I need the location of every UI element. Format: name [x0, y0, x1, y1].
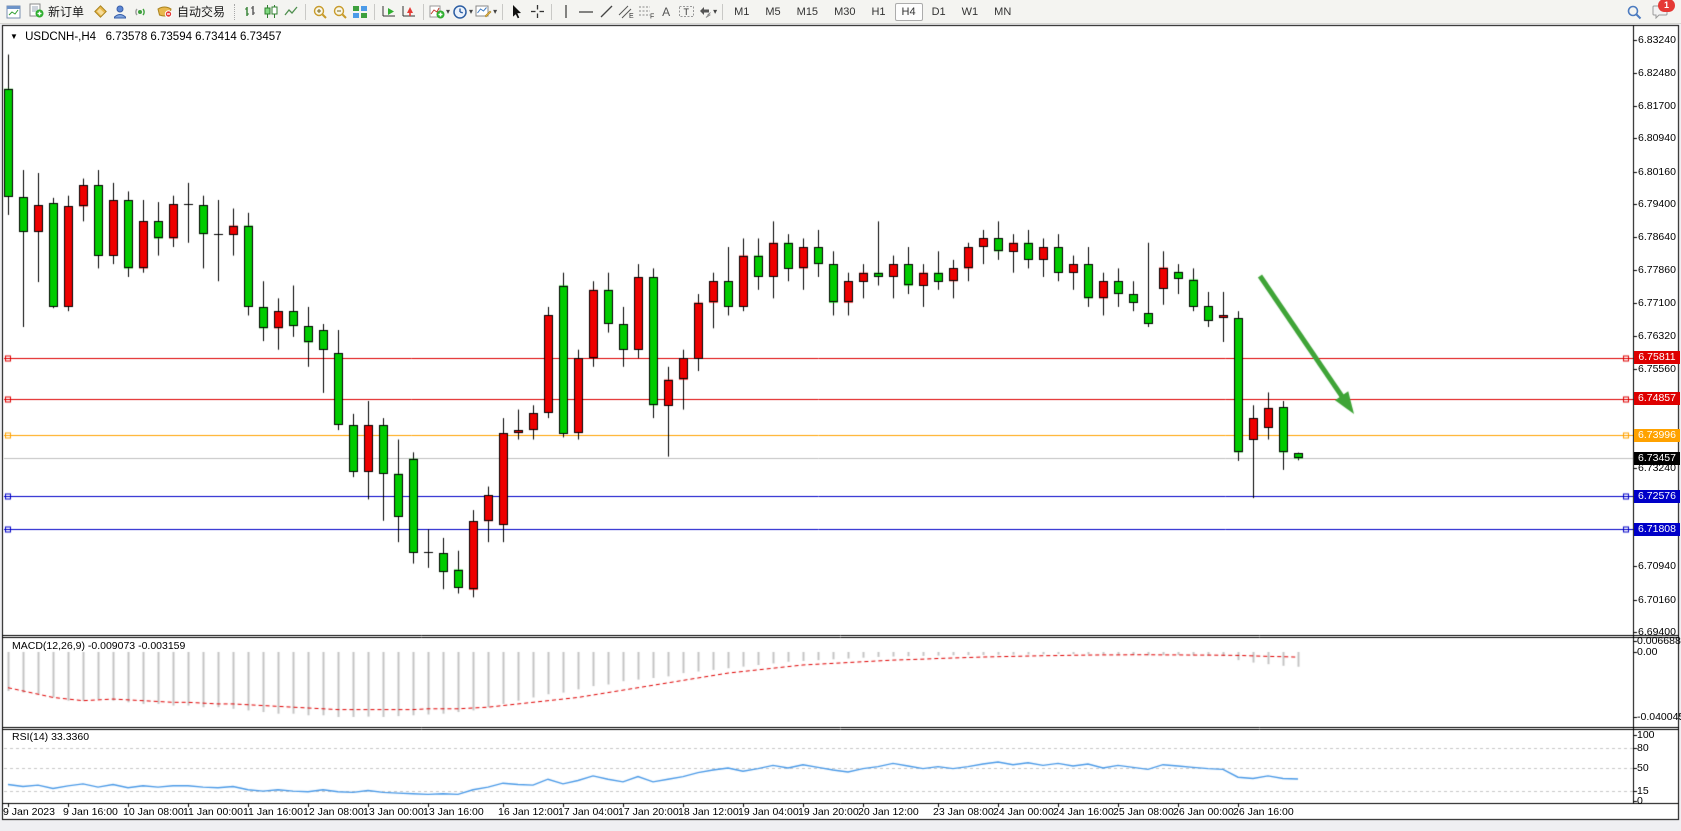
periods-button[interactable]: ▾: [451, 2, 474, 22]
arrows-tool-button[interactable]: ▾: [696, 2, 718, 22]
indicators-button[interactable]: ▾: [428, 2, 451, 22]
fibonacci-glyph: F: [650, 14, 654, 20]
bar-chart-button[interactable]: [241, 2, 261, 22]
timeframe-button-m15[interactable]: M15: [796, 5, 819, 18]
templates-button[interactable]: ▾: [474, 2, 498, 22]
autotrade-label: 自动交易: [177, 5, 226, 19]
channel-glyph: E: [629, 13, 634, 19]
arrows-caret-icon: ▾: [713, 7, 718, 16]
candlestick-chart-button[interactable]: [261, 2, 281, 22]
indicators-caret-icon: ▾: [446, 7, 451, 16]
new-order-icon: [29, 3, 44, 21]
gold-diamond-icon[interactable]: [90, 2, 110, 22]
community-user-icon[interactable]: [110, 2, 130, 22]
autotrade-button[interactable]: 自动交易: [150, 2, 231, 22]
trendline-tool-button[interactable]: [596, 2, 616, 22]
timeframe-button-h1[interactable]: H1: [871, 5, 886, 18]
timeframe-button-h4[interactable]: H4: [894, 2, 923, 21]
label-glyph: T: [683, 7, 689, 17]
timeframe-group: M1 M5 M15 M30 H1 H4 D1 W1 MN: [727, 2, 1018, 21]
new-order-button[interactable]: 新订单: [23, 2, 90, 22]
timeframe-button-d1[interactable]: D1: [931, 5, 946, 18]
zoom-in-button[interactable]: [310, 2, 330, 22]
templates-caret-icon: ▾: [493, 7, 498, 16]
line-chart-button[interactable]: [281, 2, 301, 22]
chart-shift-button[interactable]: [399, 2, 419, 22]
notifications-button[interactable]: 1: [1650, 0, 1675, 22]
crosshair-tool-button[interactable]: [527, 2, 547, 22]
text-label-tool-button[interactable]: T: [676, 2, 696, 22]
channel-tool-button[interactable]: E: [616, 2, 636, 22]
periods-caret-icon: ▾: [469, 7, 474, 16]
timeframe-button-m30[interactable]: M30: [834, 5, 856, 18]
signal-icon[interactable]: [130, 2, 150, 22]
zoom-out-button[interactable]: [330, 2, 350, 22]
text-tool-button[interactable]: A: [662, 4, 671, 19]
fibonacci-tool-button[interactable]: F: [636, 2, 656, 22]
timeframe-button-mn[interactable]: MN: [994, 5, 1012, 18]
vertical-line-tool-button[interactable]: [556, 2, 576, 22]
cursor-tool-button[interactable]: [507, 2, 527, 22]
tile-windows-button[interactable]: [350, 2, 370, 22]
new-order-label: 新订单: [48, 5, 85, 19]
chart-window-icon: [3, 2, 23, 22]
timeframe-button-w1[interactable]: W1: [961, 5, 979, 18]
search-icon[interactable]: [1624, 2, 1644, 22]
timeframe-button-m1[interactable]: M1: [734, 5, 750, 18]
autotrade-icon: [156, 3, 173, 21]
notification-badge: 1: [1658, 0, 1675, 12]
main-toolbar: 新订单 自动交易 ▾ ▾: [0, 0, 1681, 24]
horizontal-line-tool-button[interactable]: [576, 2, 596, 22]
timeframe-button-m5[interactable]: M5: [765, 5, 781, 18]
autoscroll-button[interactable]: [379, 2, 399, 22]
